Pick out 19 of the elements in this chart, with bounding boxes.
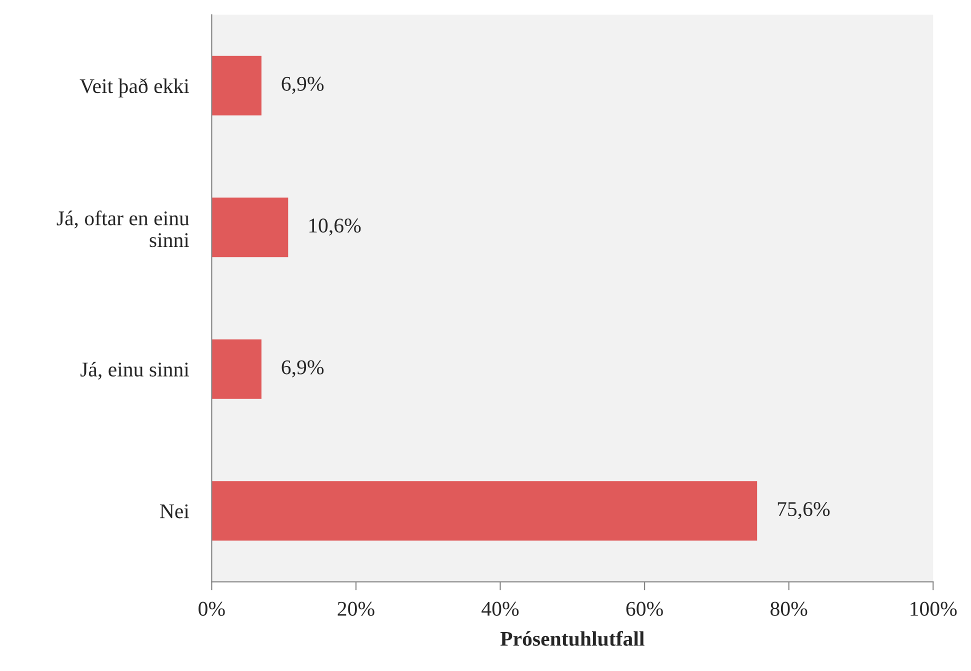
x-tick-label: 20% <box>338 602 374 616</box>
data-label: 75,6% <box>778 502 830 520</box>
x-tick-label: 100% <box>910 602 957 616</box>
x-tick-label: 40% <box>482 602 519 616</box>
x-axis-title: Prósentuhlutfall <box>500 630 644 646</box>
y-tick-label: Já, einu sinni <box>80 362 190 380</box>
bar <box>212 198 288 258</box>
bar <box>212 56 262 116</box>
y-tick-label: Já, oftar en einu sinni <box>56 210 190 248</box>
y-tick-label: Nei <box>160 504 190 518</box>
bar <box>212 481 758 541</box>
data-label: 10,6% <box>309 218 361 236</box>
x-tick-label: 60% <box>626 602 663 616</box>
x-tick-label: 0% <box>198 602 225 616</box>
data-label: 6,9% <box>282 76 324 94</box>
x-tick-label: 80% <box>770 602 808 616</box>
y-tick-label: Veit það ekki <box>80 78 190 98</box>
data-label: 6,9% <box>282 360 324 378</box>
bar <box>212 339 262 399</box>
